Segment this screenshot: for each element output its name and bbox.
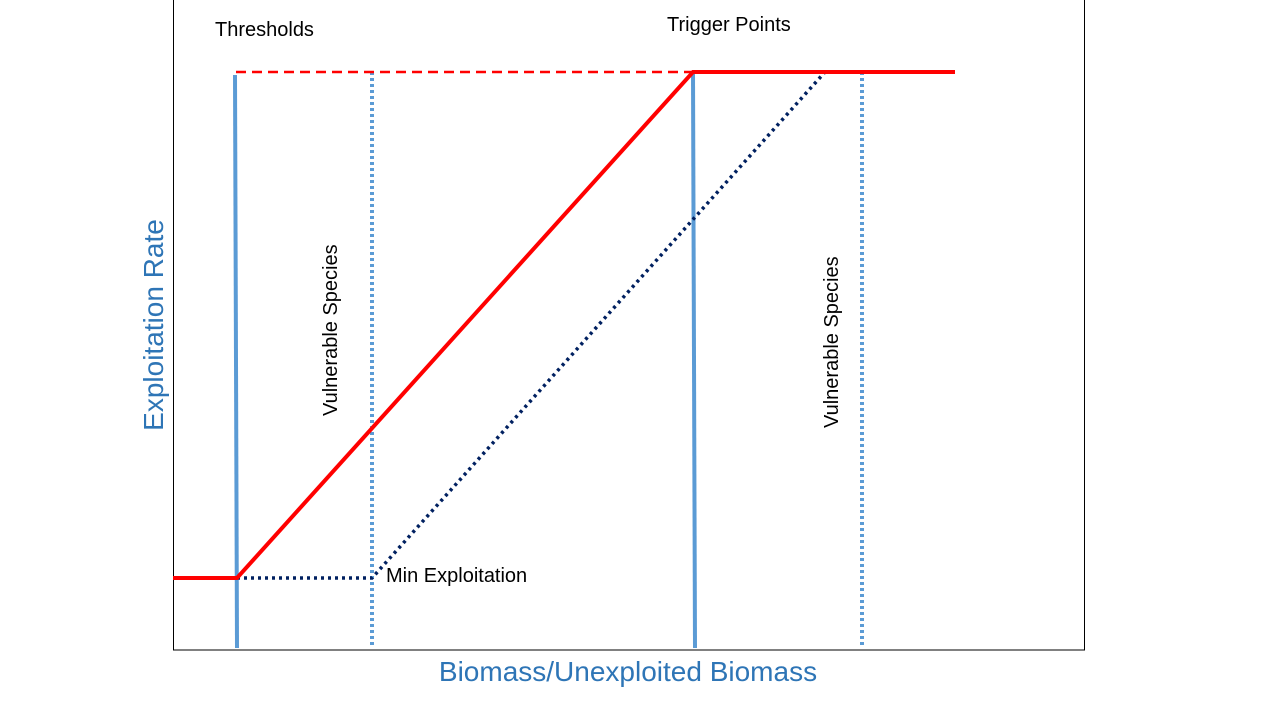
vulnerable-species-label-left: Vulnerable Species [320,244,342,416]
trigger-points-label: Trigger Points [667,14,791,36]
y-axis-title: Exploitation Rate [138,219,169,431]
trigger-point-line [691,71,697,649]
vulnerable-species-rule-line [237,70,955,580]
plot-frame [173,0,1085,651]
x-axis-title: Biomass/Unexploited Biomass [439,656,817,687]
threshold-line [233,74,239,649]
min-exploitation-label: Min Exploitation [386,565,527,587]
thresholds-label: Thresholds [215,19,314,41]
harvest-control-rule-line [173,70,955,580]
vulnerable-species-label-right: Vulnerable Species [821,256,843,428]
